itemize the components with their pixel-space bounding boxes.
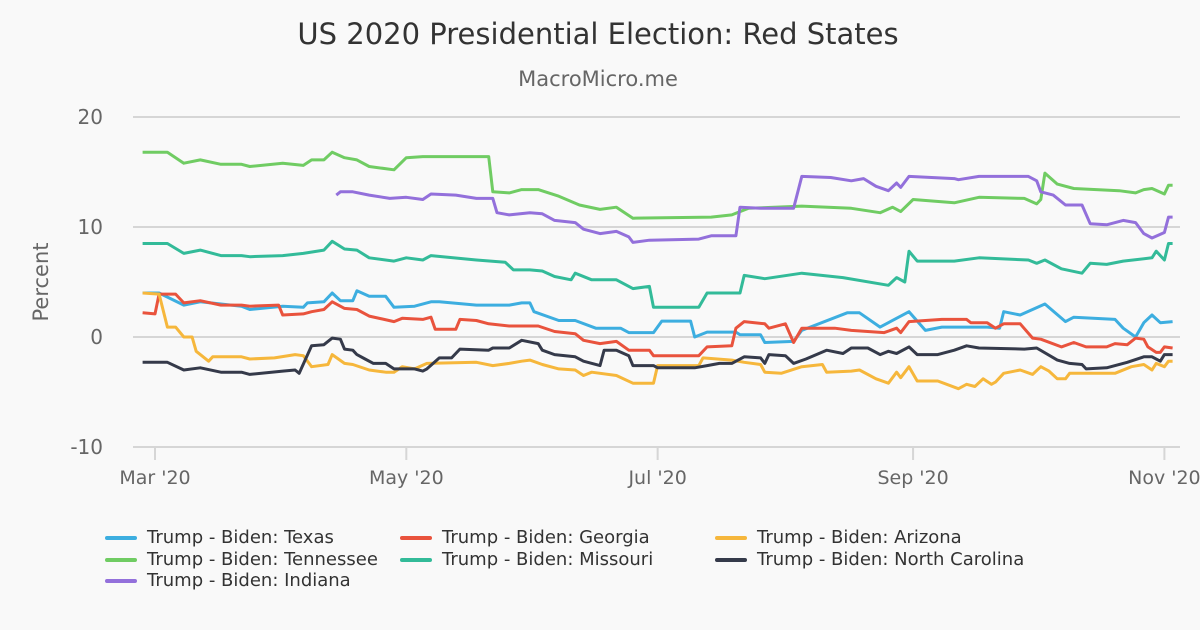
series-line-tennessee[interactable] <box>142 150 1173 220</box>
legend-swatch <box>105 535 137 540</box>
legend-swatch <box>105 557 137 562</box>
series-line-georgia[interactable] <box>142 292 1173 358</box>
x-tick-label: Mar '20 <box>119 467 190 489</box>
y-tick-label: 10 <box>78 215 103 239</box>
y-tick-label: 20 <box>78 105 103 129</box>
y-tick-label: 0 <box>90 325 103 349</box>
legend-swatch <box>400 557 432 562</box>
legend-swatch <box>400 535 432 540</box>
x-tick-label: Nov '20 <box>1128 467 1200 489</box>
legend-item[interactable]: Trump - Biden: Georgia <box>400 527 650 548</box>
legend-label: Trump - Biden: Georgia <box>442 527 650 548</box>
legend-label: Trump - Biden: Missouri <box>442 549 654 570</box>
legend-swatch <box>715 535 747 540</box>
chart-title: US 2020 Presidential Election: Red State… <box>297 17 898 51</box>
series-line-texas[interactable] <box>142 289 1173 344</box>
grid <box>133 116 1180 448</box>
y-axis: 20 10 0 -10 <box>70 105 103 459</box>
x-tick-label: Jul '20 <box>627 467 686 489</box>
legend-item[interactable]: Trump - Biden: North Carolina <box>715 549 1024 570</box>
legend-label: Trump - Biden: North Carolina <box>757 549 1025 570</box>
legend-label: Trump - Biden: Arizona <box>757 527 962 548</box>
series-line-indiana[interactable] <box>335 174 1173 244</box>
x-tick-label: May '20 <box>369 467 444 489</box>
legend-label: Trump - Biden: Indiana <box>147 570 351 591</box>
x-axis: Mar '20 May '20 Jul '20 Sep '20 Nov '20 <box>119 447 1200 489</box>
x-tick-label: Sep '20 <box>877 467 948 489</box>
legend-swatch <box>105 578 137 583</box>
series-line-north-carolina[interactable] <box>142 336 1173 376</box>
y-tick-label: -10 <box>70 435 103 459</box>
y-axis-label: Percent <box>29 242 53 321</box>
legend-item[interactable]: Trump - Biden: Tennessee <box>105 549 378 570</box>
legend-item[interactable]: Trump - Biden: Arizona <box>715 527 962 548</box>
legend-label: Trump - Biden: Texas <box>147 527 334 548</box>
series-line-arizona[interactable] <box>142 291 1173 391</box>
legend-item[interactable]: Trump - Biden: Indiana <box>105 570 351 591</box>
legend-label: Trump - Biden: Tennessee <box>147 549 378 570</box>
legend-item[interactable]: Trump - Biden: Texas <box>105 527 334 548</box>
legend-item[interactable]: Trump - Biden: Missouri <box>400 549 653 570</box>
legend-swatch <box>715 557 747 562</box>
chart-subtitle: MacroMicro.me <box>518 67 678 91</box>
series-line-missouri[interactable] <box>142 239 1173 309</box>
series-lines <box>142 150 1173 391</box>
